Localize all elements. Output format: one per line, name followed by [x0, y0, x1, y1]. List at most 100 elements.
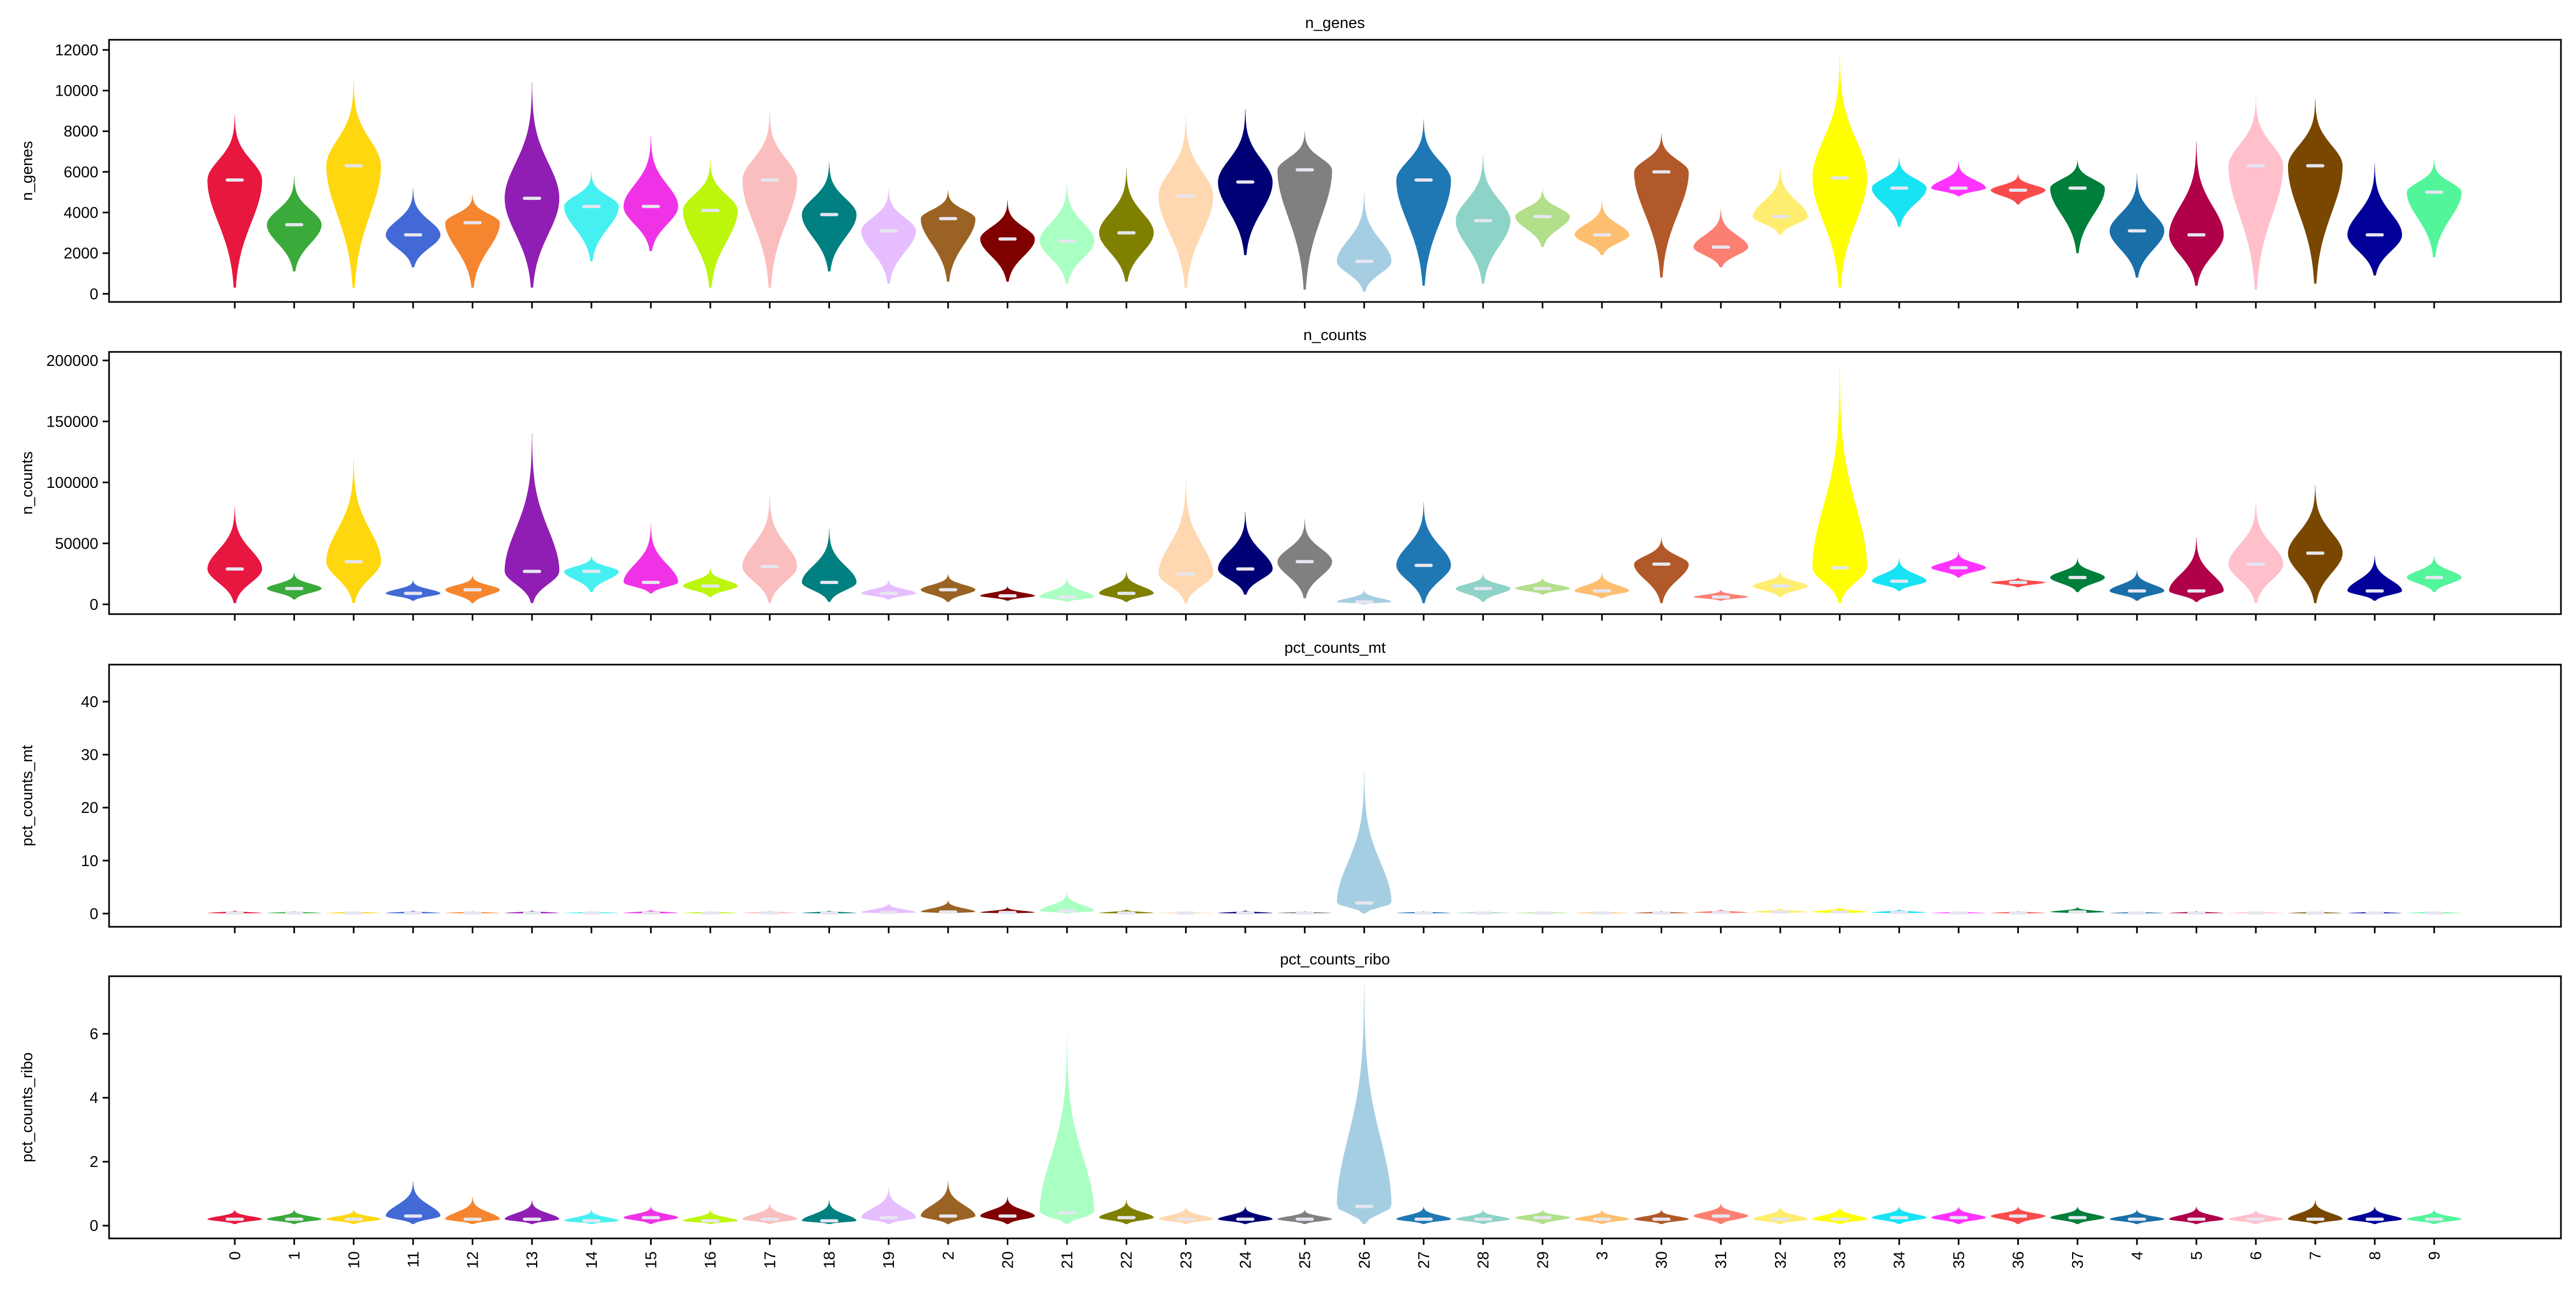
violin-pct_counts_ribo-34 — [1872, 1206, 1926, 1224]
y-tick-label: 100000 — [46, 474, 98, 492]
violin-n_counts-4 — [2109, 570, 2164, 601]
violin-n_genes-4 — [2109, 174, 2164, 278]
y-tick-label: 50000 — [55, 535, 98, 552]
x-tick-label: 25 — [1297, 1251, 1314, 1269]
violin-pct_counts_ribo-22 — [1099, 1200, 1154, 1224]
violin-n_counts-23 — [1158, 479, 1214, 603]
violin-pct_counts_ribo-17 — [742, 1203, 797, 1224]
violin-pct_counts_mt-19 — [861, 903, 916, 914]
x-tick-label: 30 — [1654, 1251, 1671, 1269]
x-tick-label: 1 — [286, 1251, 304, 1260]
x-tick-label: 27 — [1416, 1251, 1433, 1269]
violin-pct_counts_ribo-12 — [445, 1197, 500, 1224]
violin-n_counts-29 — [1515, 577, 1570, 595]
panel-title: n_counts — [1303, 327, 1367, 344]
violin-pct_counts_ribo-14 — [564, 1209, 619, 1224]
violin-n_genes-12 — [445, 194, 500, 288]
panel-pct_counts_mt: pct_counts_mt pct_counts_mt 0 10 20 30 40 — [19, 639, 2562, 933]
y-tick-label: 30 — [81, 747, 98, 764]
violin-pct_counts_mt-20 — [980, 907, 1035, 914]
x-tick-label: 5 — [2188, 1251, 2205, 1260]
violin-n_genes-20 — [980, 200, 1035, 282]
violin-n_genes-6 — [2228, 96, 2283, 290]
violin-n_counts-19 — [861, 580, 916, 600]
violin-n_genes-9 — [2407, 160, 2462, 257]
x-tick-label: 36 — [2010, 1251, 2027, 1269]
x-tick-label: 16 — [702, 1251, 719, 1269]
x-tick-label: 14 — [583, 1251, 601, 1269]
violin-n_counts-24 — [1218, 511, 1273, 595]
violin-pct_counts_ribo-19 — [861, 1187, 916, 1224]
violin-n_genes-11 — [386, 188, 441, 268]
violin-pct_counts_mt-26 — [1337, 770, 1392, 914]
y-tick-label: 20 — [81, 799, 98, 817]
x-tick-label: 10 — [345, 1251, 363, 1269]
x-tick-label: 34 — [1891, 1251, 1908, 1269]
violin-n_counts-20 — [980, 586, 1035, 601]
panel-n_genes: n_genes n_genes 0 2000 4000 6000 8000 10000 1200… — [19, 15, 2562, 308]
violin-n_counts-27 — [1396, 502, 1451, 603]
violin-n_counts-9 — [2407, 556, 2462, 593]
panel-title: pct_counts_mt — [1285, 639, 1386, 657]
violin-pct_counts_ribo-24 — [1218, 1206, 1273, 1224]
y-tick-label: 4 — [90, 1090, 98, 1107]
violin-n_genes-5 — [2169, 141, 2224, 286]
y-axis-label: pct_counts_ribo — [19, 1053, 36, 1163]
panel-title: n_genes — [1305, 15, 1365, 32]
violin-n_counts-15 — [623, 524, 679, 594]
violin-pct_counts_ribo-18 — [802, 1200, 857, 1224]
violin-n_counts-2 — [920, 574, 976, 602]
x-tick-label: 12 — [465, 1251, 482, 1269]
y-tick-label: 8000 — [63, 123, 98, 140]
x-tick-label: 21 — [1059, 1251, 1076, 1269]
x-tick-label: 9 — [2426, 1251, 2443, 1260]
x-tick-label: 17 — [762, 1251, 779, 1269]
violin-n_genes-15 — [623, 135, 679, 251]
x-tick-label: 28 — [1475, 1251, 1492, 1269]
y-tick-label: 12000 — [55, 42, 98, 59]
violin-pct_counts_ribo-33 — [1812, 1206, 1867, 1224]
x-tick-label: 6 — [2248, 1251, 2265, 1260]
violin-pct_counts_mt-2 — [920, 900, 976, 914]
violin-n_counts-30 — [1634, 537, 1689, 603]
violin-pct_counts_mt-21 — [1040, 892, 1094, 914]
violin-n_counts-8 — [2347, 556, 2402, 601]
x-tick-label: 32 — [1772, 1251, 1790, 1269]
violin-n_genes-34 — [1872, 157, 1926, 227]
y-axis-label: n_genes — [19, 141, 36, 200]
x-tick-label: 29 — [1534, 1251, 1552, 1269]
violin-n_counts-25 — [1277, 519, 1332, 599]
y-axis-label: n_counts — [19, 451, 36, 515]
violin-n_counts-14 — [564, 556, 619, 593]
x-tick-label: 4 — [2129, 1251, 2146, 1260]
panel-n_counts: n_counts n_counts 0 50000 100000 150000 200000 — [19, 327, 2562, 621]
violin-n_genes-13 — [504, 82, 560, 288]
violin-n_counts-3 — [1575, 572, 1629, 599]
y-tick-label: 6 — [90, 1026, 98, 1043]
y-tick-label: 200000 — [46, 352, 98, 370]
violin-n_counts-21 — [1040, 577, 1094, 602]
violin-n_counts-7 — [2288, 485, 2343, 603]
y-tick-label: 40 — [81, 694, 98, 711]
x-tick-label: 35 — [1951, 1251, 1968, 1269]
violin-n_genes-22 — [1099, 168, 1154, 282]
violin-n_genes-37 — [2050, 160, 2105, 254]
y-tick-label: 0 — [90, 905, 98, 923]
panel-title: pct_counts_ribo — [1280, 951, 1390, 968]
violin-n_genes-17 — [742, 111, 797, 288]
violin-pct_counts_ribo-35 — [1931, 1206, 1986, 1224]
x-tick-label: 20 — [999, 1251, 1016, 1269]
violin-pct_counts_ribo-27 — [1396, 1206, 1451, 1224]
x-tick-label: 22 — [1119, 1251, 1136, 1269]
x-tick-label: 8 — [2366, 1251, 2384, 1260]
violin-n_genes-19 — [861, 188, 916, 284]
violin-pct_counts_ribo-28 — [1455, 1209, 1511, 1224]
violin-n_counts-11 — [386, 580, 441, 601]
violin-n_genes-28 — [1455, 153, 1511, 284]
y-tick-label: 6000 — [63, 164, 98, 181]
violin-n_counts-18 — [802, 529, 857, 602]
violin-n_counts-22 — [1099, 571, 1154, 602]
violin-n_counts-6 — [2228, 500, 2283, 603]
